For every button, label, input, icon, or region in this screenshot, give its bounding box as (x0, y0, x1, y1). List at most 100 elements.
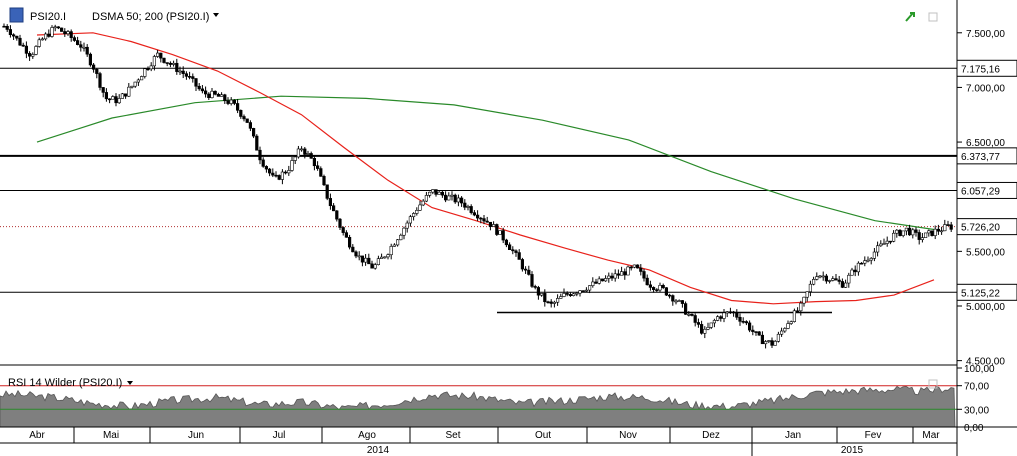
candle-body[interactable] (539, 293, 544, 296)
candle-body[interactable] (485, 220, 489, 223)
candle-body[interactable] (568, 294, 572, 296)
candle-body[interactable] (840, 281, 844, 288)
candle-body[interactable] (156, 52, 160, 57)
candle-body[interactable] (546, 301, 550, 304)
candle-body[interactable] (943, 224, 947, 232)
candle-body[interactable] (431, 189, 435, 193)
candle-body[interactable] (252, 128, 256, 137)
candle-body[interactable] (168, 62, 173, 65)
candle-body[interactable] (415, 209, 419, 214)
candle-body[interactable] (303, 148, 307, 155)
candle-body[interactable] (709, 322, 713, 328)
candle-body[interactable] (495, 224, 499, 235)
candle-body[interactable] (751, 329, 755, 332)
candle-body[interactable] (290, 160, 294, 171)
candle-body[interactable] (383, 256, 387, 259)
candle-body[interactable] (319, 168, 323, 177)
candle-body[interactable] (863, 260, 867, 264)
candle-body[interactable] (232, 99, 237, 104)
indicator-label[interactable]: DSMA 50; 200 (PSI20.I) (92, 11, 209, 23)
candle-body[interactable] (236, 103, 240, 111)
candle-body[interactable] (712, 320, 716, 324)
candle-body[interactable] (322, 176, 326, 186)
candle-body[interactable] (172, 62, 176, 65)
candle-body[interactable] (632, 264, 636, 268)
candle-body[interactable] (914, 229, 918, 233)
candle-body[interactable] (43, 33, 48, 40)
candle-body[interactable] (677, 300, 681, 302)
candle-body[interactable] (360, 255, 365, 263)
candle-body[interactable] (194, 78, 198, 87)
candle-body[interactable] (642, 271, 646, 279)
candle-body[interactable] (648, 284, 652, 288)
candle-body[interactable] (213, 90, 217, 95)
candle-body[interactable] (674, 300, 678, 303)
candle-body[interactable] (283, 171, 288, 174)
candle-body[interactable] (927, 230, 931, 234)
candle-body[interactable] (523, 268, 528, 271)
candle-body[interactable] (207, 93, 211, 98)
candle-body[interactable] (607, 275, 611, 279)
candle-body[interactable] (635, 264, 640, 269)
candle-body[interactable] (786, 323, 790, 329)
candle-body[interactable] (427, 191, 432, 196)
candle-body[interactable] (267, 168, 272, 174)
candle-body[interactable] (347, 237, 352, 248)
candle-body[interactable] (757, 331, 761, 336)
candle-body[interactable] (335, 210, 339, 220)
candle-body[interactable] (831, 278, 835, 281)
candle-body[interactable] (946, 224, 950, 226)
candle-body[interactable] (264, 166, 269, 170)
candle-body[interactable] (293, 156, 297, 161)
candle-body[interactable] (680, 300, 684, 304)
candle-body[interactable] (741, 321, 745, 323)
rsi-dropdown-icon[interactable] (127, 381, 133, 385)
candle-body[interactable] (511, 249, 515, 252)
candle-body[interactable] (859, 262, 864, 265)
candle-body[interactable] (152, 56, 157, 67)
candle-body[interactable] (933, 228, 937, 236)
candle-body[interactable] (664, 287, 668, 296)
candle-body[interactable] (341, 227, 345, 233)
candle-body[interactable] (815, 276, 819, 280)
candle-body[interactable] (818, 275, 822, 278)
candle-body[interactable] (888, 240, 892, 243)
candle-body[interactable] (37, 39, 41, 47)
candle-body[interactable] (776, 333, 780, 342)
candle-body[interactable] (479, 217, 483, 220)
candle-body[interactable] (191, 76, 195, 79)
candle-body[interactable] (370, 263, 374, 269)
candle-body[interactable] (821, 275, 825, 278)
candle-body[interactable] (530, 274, 534, 287)
candle-body[interactable] (229, 99, 233, 104)
candle-body[interactable] (47, 33, 51, 37)
candle-body[interactable] (687, 313, 691, 316)
candle-body[interactable] (722, 312, 726, 319)
candle-body[interactable] (651, 287, 656, 290)
candle-body[interactable] (66, 31, 70, 35)
candle-body[interactable] (367, 257, 371, 265)
candle-body[interactable] (402, 227, 406, 236)
candle-body[interactable] (527, 269, 531, 275)
candle-body[interactable] (639, 267, 643, 272)
candle-body[interactable] (866, 259, 870, 262)
candle-body[interactable] (124, 93, 128, 97)
candle-body[interactable] (805, 291, 809, 298)
candle-body[interactable] (165, 62, 169, 64)
candle-body[interactable] (325, 184, 329, 199)
candle-body[interactable] (767, 340, 771, 342)
candle-body[interactable] (501, 230, 505, 241)
candle-body[interactable] (220, 94, 224, 97)
candle-body[interactable] (738, 316, 742, 322)
candle-body[interactable] (904, 227, 908, 232)
candle-body[interactable] (581, 290, 585, 292)
candle-body[interactable] (261, 159, 265, 167)
candle-body[interactable] (699, 324, 704, 334)
candle-body[interactable] (799, 302, 803, 312)
symbol-label[interactable]: PSI20.I (30, 11, 66, 23)
candle-body[interactable] (344, 232, 349, 238)
candle-body[interactable] (76, 40, 80, 45)
candle-body[interactable] (655, 289, 659, 291)
candle-body[interactable] (59, 27, 64, 32)
candle-body[interactable] (69, 31, 73, 38)
